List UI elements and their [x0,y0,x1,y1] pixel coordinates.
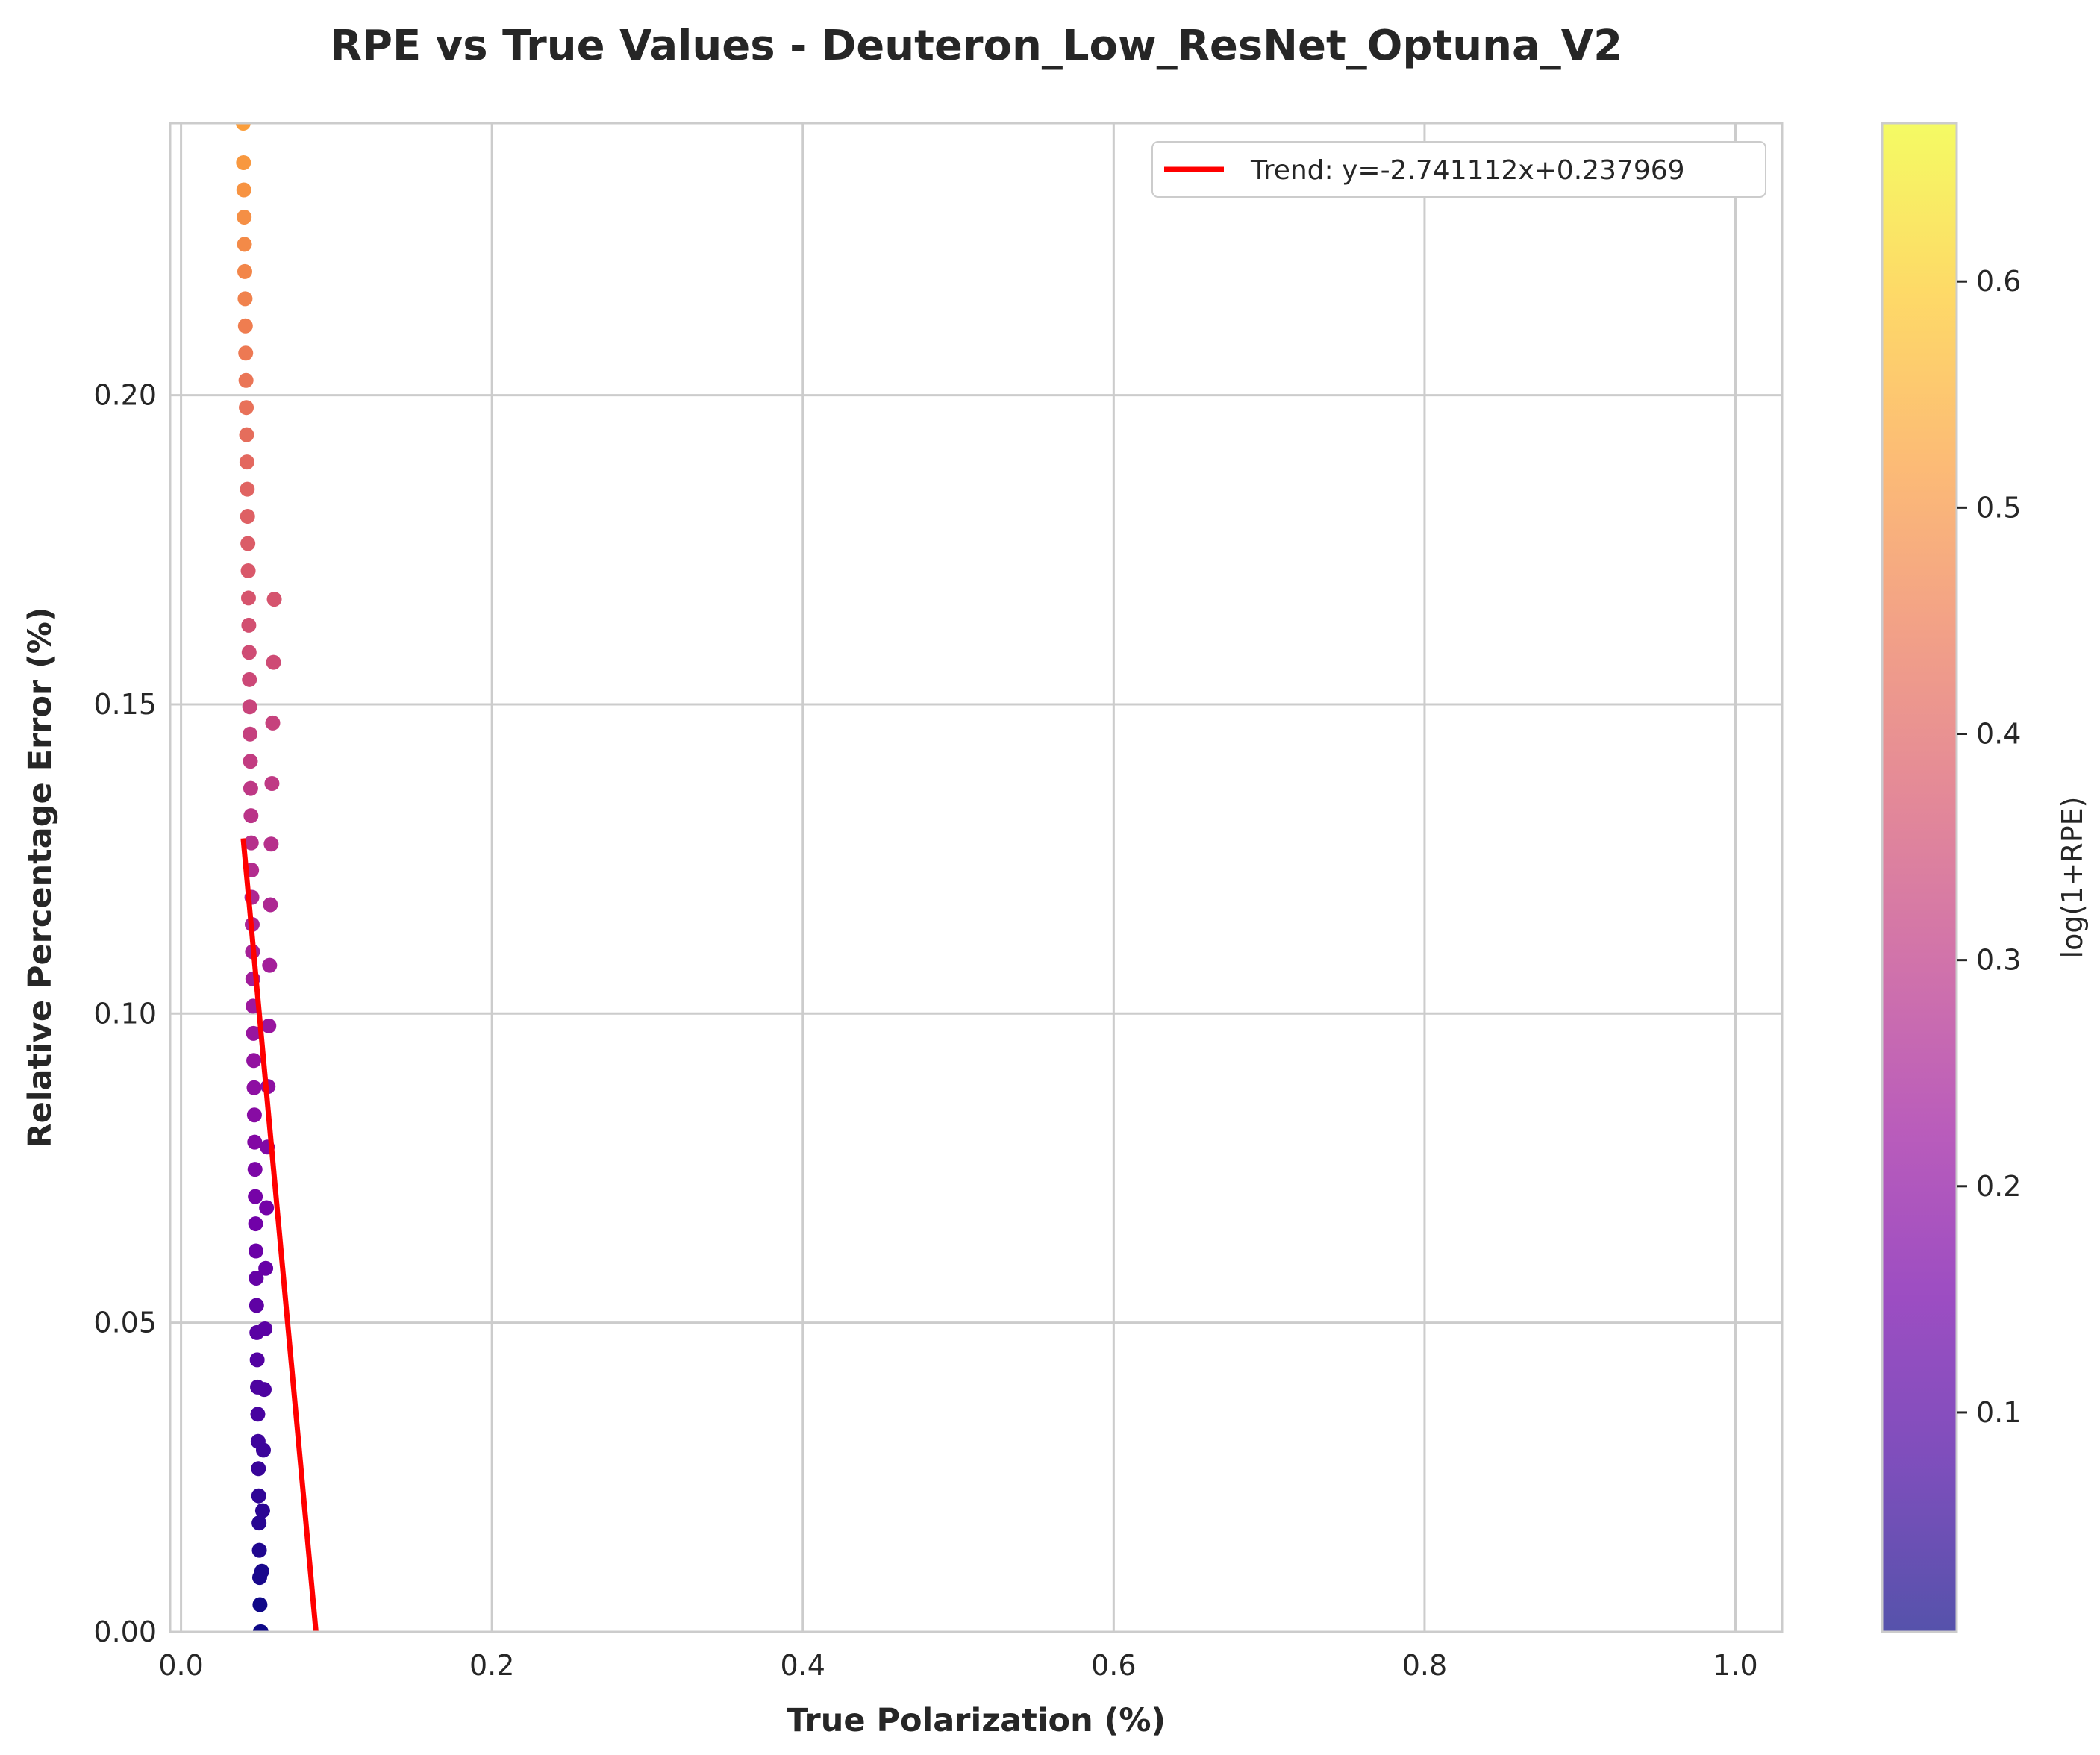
data-point [235,123,251,131]
data-point [255,1442,271,1458]
colorbar-tick-label: 0.5 [1976,491,2021,524]
x-tick-label: 0.0 [158,1649,203,1682]
data-point [250,1407,266,1422]
colorbar-tick-label: 0.4 [1976,718,2021,751]
legend-box [1151,141,1766,198]
colorbar-tick-label: 0.2 [1976,1170,2021,1203]
data-point [237,263,252,279]
y-axis-label: Relative Percentage Error (%) [22,607,59,1148]
data-point [247,1134,263,1150]
data-point [242,672,257,687]
colorbar-ticks: 0.1 0.2 0.3 0.4 0.5 0.6 [1957,265,2021,1429]
data-point [248,1189,263,1204]
data-point [239,454,254,470]
data-point [237,237,252,252]
data-point [254,1503,270,1518]
plot-frame [169,122,1784,1633]
data-point [240,536,256,551]
data-point [236,182,251,198]
data-point [239,427,254,442]
x-axis-ticks: 0.0 0.2 0.4 0.6 0.8 1.0 [158,1649,1757,1682]
data-point [240,481,255,497]
data-point [263,836,279,852]
chart-title: RPE vs True Values - Deuteron_Low_ResNet… [330,22,1622,70]
data-point [263,897,278,913]
data-point [249,1352,265,1368]
y-tick-label: 0.20 [93,379,157,412]
data-point [257,1321,273,1336]
data-point [266,592,282,607]
data-point [240,563,256,578]
data-point [251,1542,267,1558]
colorbar-tick-label: 0.1 [1976,1396,2021,1429]
data-point [264,776,280,792]
data-point [265,715,281,731]
data-point [241,645,257,660]
trend-line [240,838,319,1632]
x-tick-label: 1.0 [1713,1649,1757,1682]
y-tick-label: 0.05 [93,1307,157,1339]
data-point [243,780,258,796]
data-point [252,1597,268,1612]
y-tick-label: 0.10 [93,997,157,1030]
data-point [257,1382,272,1398]
x-tick-label: 0.6 [1091,1649,1136,1682]
data-point [243,726,258,742]
data-point [261,1018,277,1033]
data-point [266,654,281,670]
data-point [251,1461,266,1477]
data-point [237,291,253,307]
legend: Trend: y=-2.741112x+0.237969 [1151,141,1766,198]
data-point [243,808,259,824]
x-tick-label: 0.2 [469,1649,514,1682]
data-point [251,1515,267,1531]
data-point [238,345,254,361]
data-point [253,1624,269,1632]
data-point [246,1025,261,1041]
y-tick-label: 0.00 [93,1615,157,1648]
x-axis-label: True Polarization (%) [787,1702,1166,1739]
data-point [239,400,254,416]
data-point [262,957,278,973]
data-point [236,155,251,171]
data-point [246,1107,262,1123]
data-point [246,1053,262,1069]
data-point [237,209,252,225]
colorbar-tick-label: 0.6 [1976,265,2021,298]
data-point [243,835,259,851]
data-point [237,318,253,334]
data-point [238,372,254,388]
data-point [259,1200,275,1216]
plot-area [170,123,1782,1632]
data-point [246,1080,262,1095]
data-point [248,1216,263,1232]
y-axis-ticks: 0.00 0.05 0.10 0.15 0.20 [93,379,157,1648]
colorbar-tick-label: 0.3 [1976,944,2021,977]
x-tick-label: 0.4 [781,1649,825,1682]
data-point [240,509,255,525]
data-point [248,1243,263,1259]
data-point [249,1298,264,1313]
data-point [242,699,257,715]
legend-trend-label: Trend: y=-2.741112x+0.237969 [1250,155,1685,186]
data-point [249,1270,264,1286]
colorbar-label: log(1+RPE) [2056,797,2089,959]
y-tick-label: 0.15 [93,688,157,721]
data-point [247,1162,263,1177]
data-point [258,1260,274,1276]
data-point [241,617,257,633]
data-point [254,1563,269,1579]
colorbar [1881,122,1958,1633]
x-tick-label: 0.8 [1402,1649,1447,1682]
data-point [240,590,256,606]
data-point [243,754,258,769]
data-point [251,1488,266,1504]
